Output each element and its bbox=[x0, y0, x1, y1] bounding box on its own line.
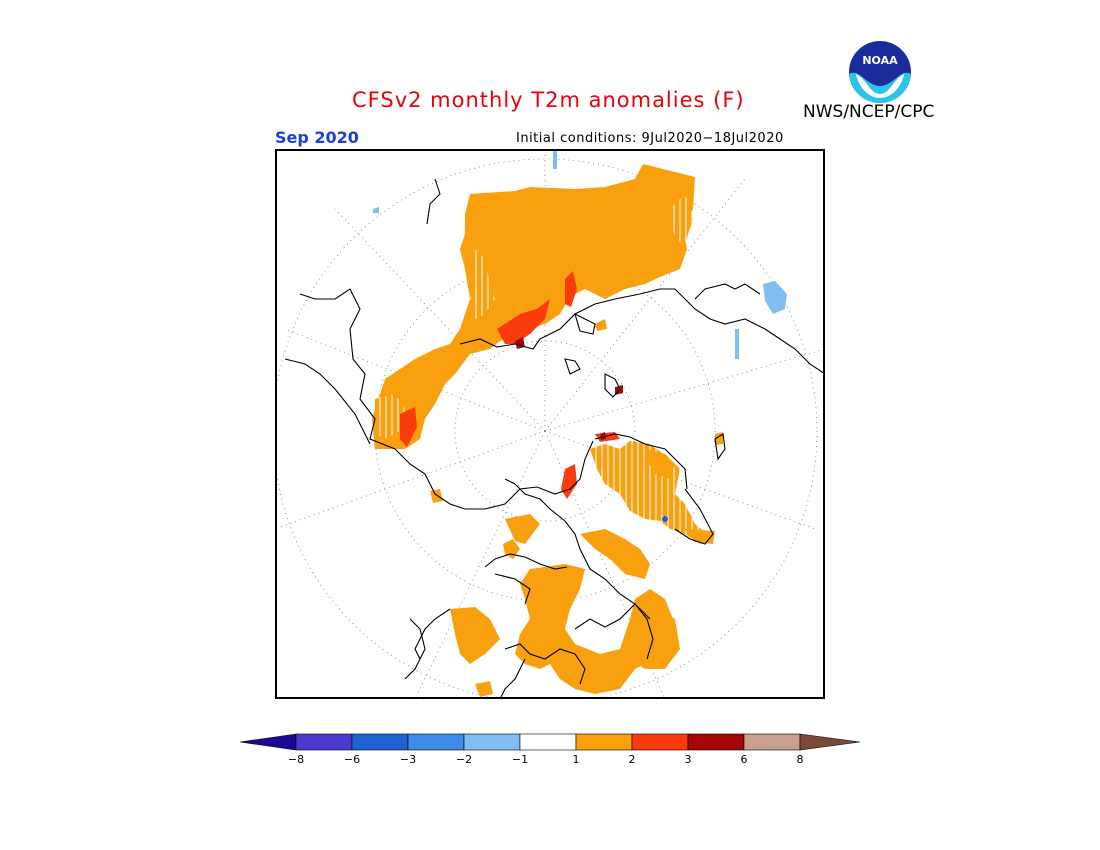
colorbar-swatch bbox=[407, 733, 465, 751]
colorbar-tick-label: −2 bbox=[456, 753, 472, 766]
anomaly-blue-dot bbox=[662, 516, 668, 522]
noaa-logo-text: NOAA bbox=[862, 54, 898, 67]
noaa-logo: NOAA bbox=[849, 41, 911, 103]
colorbar-swatch bbox=[631, 733, 689, 751]
anomaly-eurasia bbox=[372, 164, 695, 449]
agency-label: NWS/NCEP/CPC bbox=[803, 102, 935, 122]
anomaly-north-america bbox=[430, 319, 723, 697]
colorbar-swatch bbox=[295, 733, 353, 751]
colorbar-tick-label: −8 bbox=[288, 753, 304, 766]
anomaly-blue-patches bbox=[373, 149, 787, 359]
colorbar-tick-label: −6 bbox=[344, 753, 360, 766]
polar-map bbox=[275, 149, 825, 699]
coastlines bbox=[284, 178, 825, 699]
colorbar: −8 −6 −3 −2 −1 1 2 3 6 8 bbox=[240, 733, 860, 766]
colorbar-swatch-low bbox=[240, 733, 297, 751]
map-title: CFSv2 monthly T2m anomalies (F) bbox=[352, 88, 745, 112]
colorbar-swatch bbox=[519, 733, 577, 751]
colorbar-tick-label: −3 bbox=[400, 753, 416, 766]
colorbar-tick-label: −1 bbox=[512, 753, 528, 766]
colorbar-tick-label: 1 bbox=[573, 753, 580, 766]
colorbar-swatch bbox=[743, 733, 801, 751]
colorbar-swatch bbox=[687, 733, 745, 751]
initial-conditions: Initial conditions: 9Jul2020−18Jul2020 bbox=[516, 131, 784, 146]
colorbar-swatch bbox=[463, 733, 521, 751]
forecast-month: Sep 2020 bbox=[275, 128, 359, 147]
colorbar-swatch bbox=[351, 733, 409, 751]
colorbar-swatch bbox=[575, 733, 633, 751]
colorbar-tick-label: 2 bbox=[629, 753, 636, 766]
anomaly-dark-red bbox=[515, 337, 623, 440]
colorbar-tick-label: 3 bbox=[685, 753, 692, 766]
colorbar-swatch-high bbox=[799, 733, 860, 751]
colorbar-tick-label: 8 bbox=[797, 753, 804, 766]
colorbar-tick-label: 6 bbox=[741, 753, 748, 766]
